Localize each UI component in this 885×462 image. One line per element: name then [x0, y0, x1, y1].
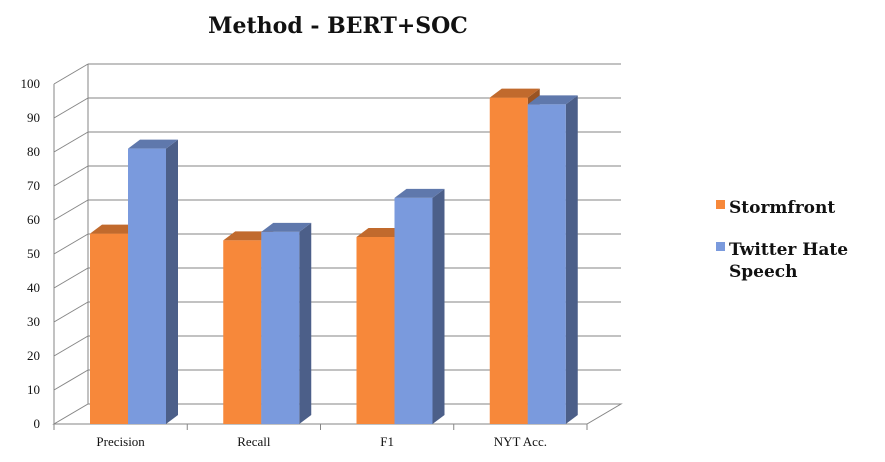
bar-top	[527, 95, 578, 105]
bar-front	[90, 233, 128, 424]
bar-top	[223, 231, 274, 241]
bar-top	[489, 88, 540, 98]
legend-label: Twitter Hate	[729, 240, 848, 260]
bar	[128, 139, 178, 424]
y-tick-label: 0	[34, 416, 41, 431]
y-tick-label: 90	[27, 110, 40, 125]
bar-top	[394, 188, 445, 198]
bar	[394, 188, 445, 424]
bar-front	[261, 231, 300, 424]
bar-front	[223, 240, 262, 424]
bars	[90, 88, 578, 425]
bar-top	[90, 224, 140, 234]
x-tick-label: Recall	[237, 434, 271, 449]
y-tick-label: 30	[27, 314, 40, 329]
gridline-side	[53, 131, 89, 153]
y-tick-label: 10	[27, 382, 40, 397]
legend-swatch	[716, 242, 725, 251]
y-tick-label: 100	[21, 76, 41, 91]
y-tick-label: 60	[27, 212, 40, 227]
y-tick-label: 50	[27, 246, 40, 261]
y-tick-labels: 0 10 20 30 40 50 60 70 80 90 100	[21, 76, 41, 431]
x-tick-labels: Precision Recall F1 NYT Acc.	[96, 434, 547, 449]
bar	[527, 95, 578, 425]
y-tick-label: 40	[27, 280, 40, 295]
gridline-side	[53, 199, 89, 221]
y-tick-label: 80	[27, 144, 40, 159]
bar-side	[565, 95, 578, 425]
chart-title: Method - BERT+SOC	[208, 13, 468, 39]
bar-side	[166, 139, 178, 424]
gridline-side	[53, 267, 89, 289]
y-tick-label: 70	[27, 178, 40, 193]
gridline-side	[53, 63, 89, 85]
bar-top	[261, 222, 312, 232]
bar-front	[356, 237, 395, 424]
x-tick-label: F1	[380, 434, 394, 449]
gridline-side	[53, 233, 89, 255]
gridline-side	[53, 335, 89, 357]
bar	[261, 222, 312, 424]
legend-label: Speech	[729, 262, 798, 282]
bar-front	[394, 197, 433, 424]
legend-label: Stormfront	[729, 198, 835, 218]
bar-side	[299, 222, 312, 424]
gridline-side	[53, 97, 89, 119]
x-tick-label: Precision	[96, 434, 145, 449]
gridline-side	[53, 301, 89, 323]
x-tick-label: NYT Acc.	[494, 434, 547, 449]
bar-top	[356, 228, 407, 237]
bar-side	[432, 188, 445, 424]
gridline-side	[53, 165, 89, 187]
bar-top	[128, 139, 178, 149]
gridline-side	[53, 369, 89, 391]
bar-front	[489, 97, 528, 424]
bar-front	[128, 148, 166, 424]
bar-front	[527, 104, 566, 425]
legend-item: Stormfront	[716, 198, 835, 218]
y-tick-label: 20	[27, 348, 40, 363]
legend-swatch	[716, 200, 725, 209]
